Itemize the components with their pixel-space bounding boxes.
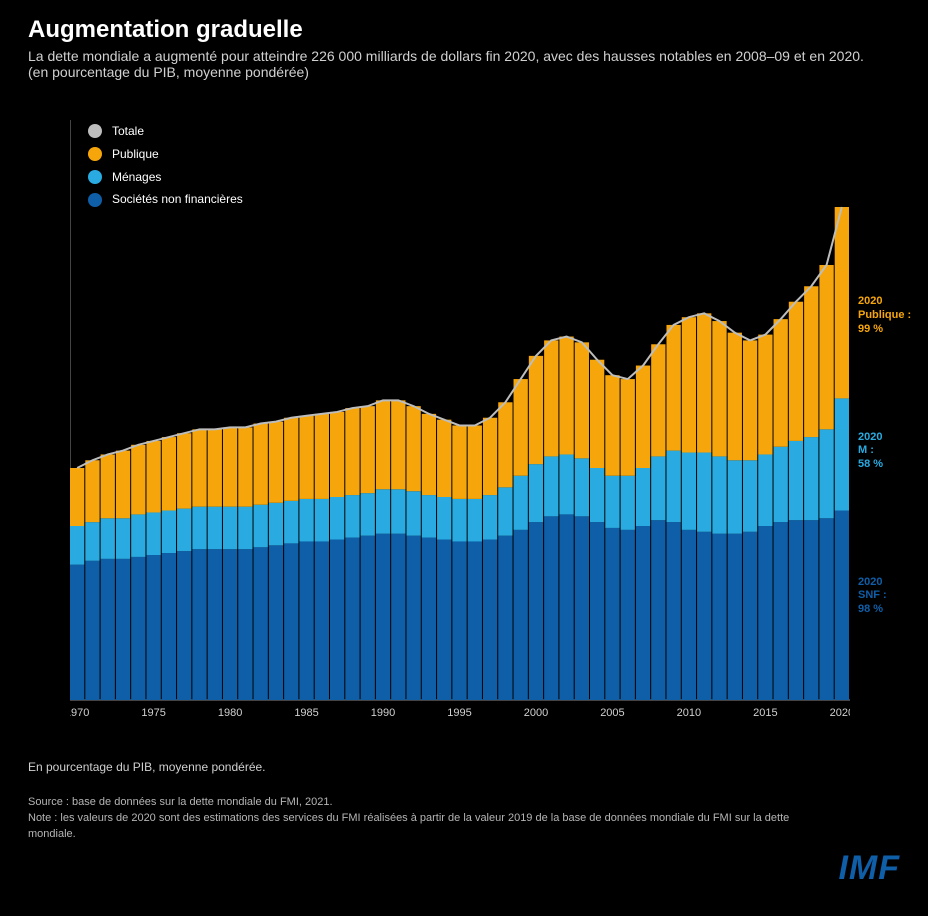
- source-note: Source : base de données sur la dette mo…: [28, 795, 808, 843]
- svg-text:2020: 2020: [830, 707, 850, 719]
- svg-text:1990: 1990: [371, 707, 395, 719]
- chart-subtitle: La dette mondiale a augmenté pour attein…: [28, 48, 888, 80]
- svg-text:1980: 1980: [218, 707, 242, 719]
- svg-text:2010: 2010: [677, 707, 701, 719]
- svg-text:1985: 1985: [294, 707, 318, 719]
- svg-text:2000: 2000: [524, 707, 548, 719]
- x-axis-note: En pourcentage du PIB, moyenne pondérée.: [28, 760, 266, 774]
- end-annotations: 2020 Publique : 99 % 2020 M : 58 % 2020 SN…: [858, 110, 920, 730]
- end-annotation: 2020 Publique : 99 %: [858, 295, 911, 336]
- chart-title: Augmentation graduelle: [28, 16, 303, 44]
- end-annotation: 2020 SNF : 98 %: [858, 576, 887, 617]
- svg-text:1995: 1995: [447, 707, 471, 719]
- svg-text:1970: 1970: [70, 707, 89, 719]
- imf-logo: IMF: [838, 849, 900, 888]
- svg-text:1975: 1975: [141, 707, 165, 719]
- stacked-chart: 0501001502002503001970197519801985199019…: [70, 110, 850, 730]
- svg-text:2005: 2005: [600, 707, 624, 719]
- svg-text:2015: 2015: [753, 707, 777, 719]
- end-annotation: 2020 M : 58 %: [858, 431, 883, 472]
